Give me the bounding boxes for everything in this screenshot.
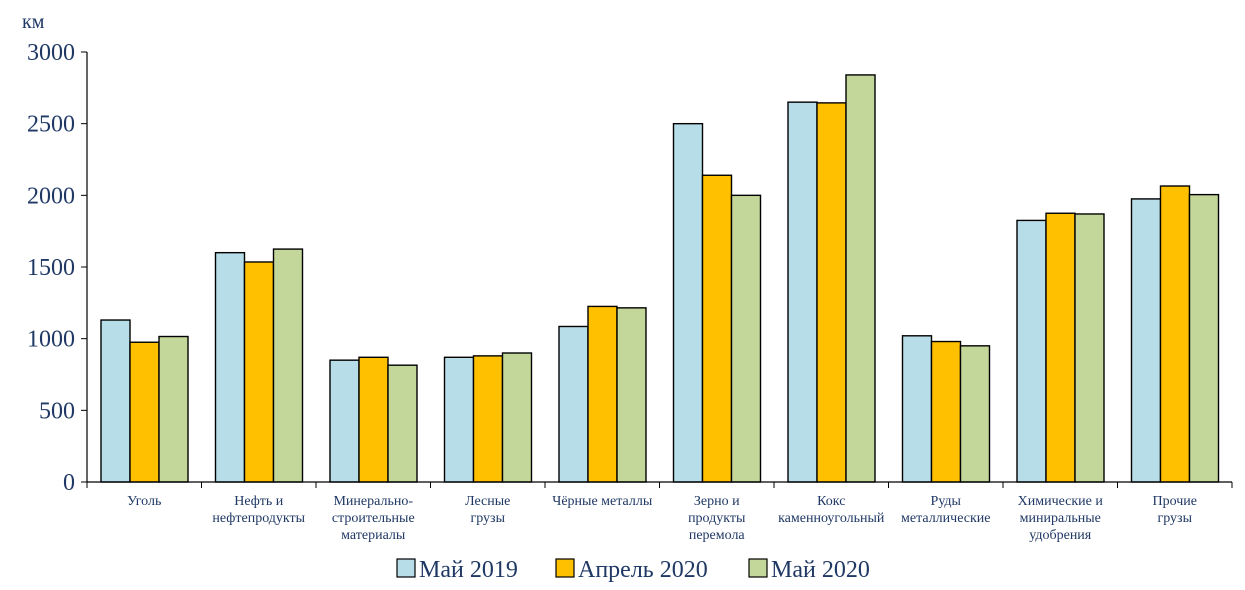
- bar-1-8: [901, 335, 933, 483]
- x-category-label: Чёрные металлы: [552, 494, 653, 509]
- bar-1-10: [1130, 198, 1162, 483]
- y-tick-label: 500: [39, 398, 75, 424]
- bar-2-6: [701, 174, 733, 483]
- y-axis-unit-label: км: [22, 11, 45, 33]
- bar-1-3: [329, 359, 360, 483]
- bar-3-3: [387, 364, 418, 483]
- y-tick-label: 3000: [27, 40, 75, 66]
- legend-label: Май 2020: [771, 557, 870, 583]
- legend-label: Апрель 2020: [578, 557, 708, 583]
- bar-2-3: [358, 356, 389, 483]
- x-category-label: Нефть и нефтепродукты: [212, 494, 305, 526]
- legend-label: Май 2019: [419, 557, 518, 583]
- x-category-label: Уголь: [127, 494, 161, 509]
- axes: [86, 52, 1233, 488]
- bar-3-5: [616, 307, 647, 483]
- x-category-label: Кокс каменноугольный: [778, 494, 885, 526]
- bar-3-4: [501, 352, 533, 483]
- legend: Май 2019 Апрель 2020 Май 2020: [396, 557, 870, 583]
- y-axis: 0 500 1000 1500 2000 2500 3000: [27, 40, 87, 496]
- x-category-label: Руды металлические: [901, 494, 991, 526]
- y-tick-label: 1000: [27, 327, 75, 353]
- bar-3-1: [158, 335, 189, 483]
- bar-1-4: [443, 356, 475, 483]
- bar-1-5: [558, 325, 589, 483]
- bar-2-9: [1045, 212, 1076, 483]
- bars: [100, 74, 1220, 483]
- bar-2-10: [1159, 185, 1191, 483]
- bar-1-9: [1016, 219, 1047, 483]
- bar-1-6: [672, 122, 704, 483]
- bar-2-2: [243, 261, 275, 483]
- legend-swatch: [396, 558, 416, 578]
- bar-2-4: [472, 355, 504, 483]
- legend-swatch: [748, 558, 768, 578]
- bar-3-9: [1074, 213, 1105, 483]
- bar-3-2: [272, 248, 304, 483]
- y-tick-label: 0: [63, 470, 75, 496]
- legend-swatch: [555, 558, 575, 578]
- bar-2-5: [587, 305, 618, 483]
- x-category-label: Прочие грузы: [1153, 494, 1198, 526]
- x-category-label: Зерно и продукты перемола: [688, 494, 746, 543]
- y-tick-label: 2000: [27, 183, 75, 209]
- bar-2-8: [930, 340, 962, 483]
- x-category-label: Химические и миниральные удобрения: [1018, 494, 1104, 543]
- y-tick-label: 2500: [27, 112, 75, 138]
- bar-2-7: [816, 102, 847, 483]
- bar-1-1: [100, 319, 131, 483]
- x-category-label: Лесные грузы: [465, 494, 510, 526]
- bar-2-1: [129, 341, 160, 483]
- x-category-label: Минерально-строительные материалы: [332, 494, 415, 543]
- bar-3-10: [1188, 193, 1220, 483]
- bar-3-8: [959, 345, 991, 483]
- x-axis-labels: Уголь Нефть и нефтепродукты Минерально-стро…: [127, 494, 1197, 543]
- y-tick-label: 1500: [27, 255, 75, 281]
- bar-3-6: [730, 194, 762, 483]
- bar-1-2: [214, 251, 246, 483]
- bar-1-7: [787, 101, 818, 483]
- bar-3-7: [845, 74, 876, 483]
